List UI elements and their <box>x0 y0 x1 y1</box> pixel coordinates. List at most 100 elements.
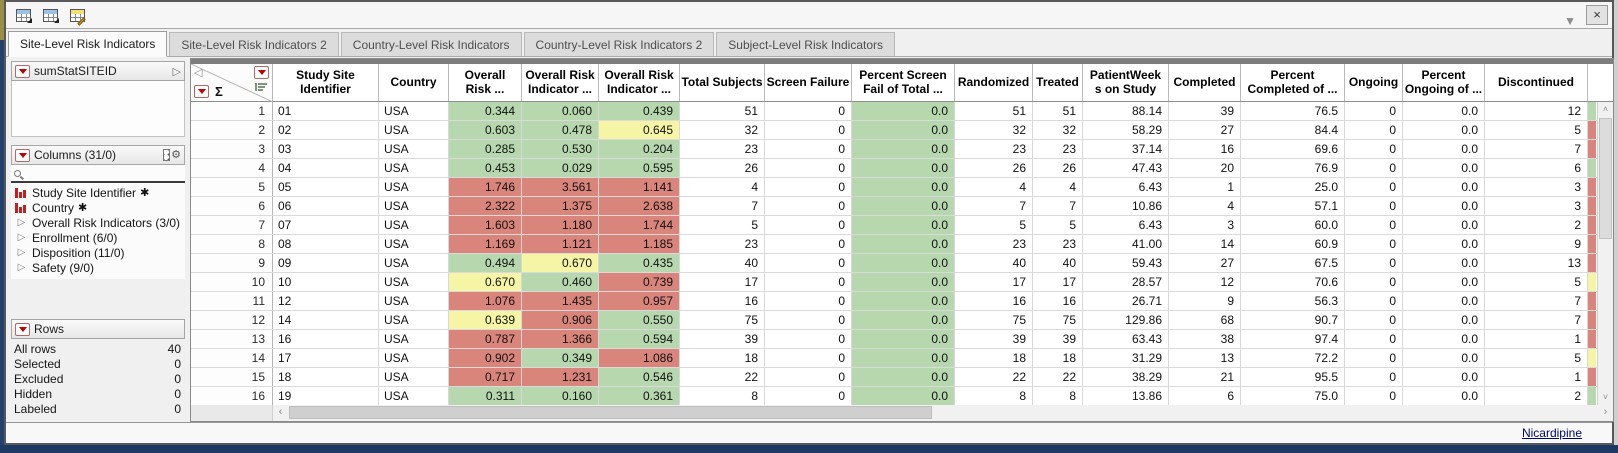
cell-treated[interactable]: 18 <box>1033 349 1083 367</box>
cell-percent-screen-fail[interactable]: 0.0 <box>852 292 955 310</box>
cell-screen-failure[interactable]: 0 <box>765 330 852 348</box>
column-header-country[interactable]: Country <box>379 64 449 101</box>
cell-discontinued[interactable]: 5 <box>1485 349 1588 367</box>
column-list-item[interactable]: ▷ Enrollment (6/0) <box>13 230 185 245</box>
horizontal-scroll-thumb[interactable] <box>289 406 933 419</box>
cell-country[interactable]: USA <box>379 349 449 367</box>
cell-completed[interactable]: 38 <box>1169 330 1241 348</box>
red-triangle-menu-icon[interactable] <box>15 322 30 336</box>
cell-percent-ongoing[interactable]: 0.0 <box>1403 368 1485 386</box>
cell-completed[interactable]: 3 <box>1169 216 1241 234</box>
row-number[interactable]: 5 <box>191 178 273 196</box>
cell-randomized[interactable]: 4 <box>955 178 1033 196</box>
cell-screen-failure[interactable]: 0 <box>765 178 852 196</box>
cell-country[interactable]: USA <box>379 102 449 120</box>
column-header-overall-risk-indicator-2[interactable]: Overall Risk Indicator ... <box>599 64 680 101</box>
cell-overall-risk-indicator-1[interactable]: 1.180 <box>522 216 599 234</box>
cell-completed[interactable]: 4 <box>1169 197 1241 215</box>
cell-randomized[interactable]: 17 <box>955 273 1033 291</box>
cell-study-site-identifier[interactable]: 14 <box>273 311 379 329</box>
scroll-down-icon[interactable]: ˅ <box>1602 392 1609 402</box>
cell-treated[interactable]: 5 <box>1033 216 1083 234</box>
cell-percent-screen-fail[interactable]: 0.0 <box>852 349 955 367</box>
cell-completed[interactable]: 6 <box>1169 387 1241 405</box>
cell-screen-failure[interactable]: 0 <box>765 235 852 253</box>
cell-overall-risk-indicator-1[interactable]: 1.121 <box>522 235 599 253</box>
cell-completed[interactable]: 39 <box>1169 102 1241 120</box>
cell-percent-ongoing[interactable]: 0.0 <box>1403 140 1485 158</box>
cell-screen-failure[interactable]: 0 <box>765 273 852 291</box>
cell-randomized[interactable]: 18 <box>955 349 1033 367</box>
red-triangle-menu-icon[interactable] <box>194 85 209 98</box>
cell-screen-failure[interactable]: 0 <box>765 197 852 215</box>
tab-subject-level-risk-indicators[interactable]: Subject-Level Risk Indicators <box>716 32 895 56</box>
cell-total-subjects[interactable]: 5 <box>680 216 765 234</box>
red-triangle-menu-icon[interactable] <box>254 66 269 79</box>
cell-overall-risk-indicator-1[interactable]: 0.349 <box>522 349 599 367</box>
cell-patientweeks-on-study[interactable]: 38.29 <box>1083 368 1169 386</box>
cell-overall-risk-indicator-2[interactable]: 1.744 <box>599 216 680 234</box>
cell-country[interactable]: USA <box>379 121 449 139</box>
cell-study-site-identifier[interactable]: 01 <box>273 102 379 120</box>
column-header-discontinued[interactable]: Discontinued <box>1485 64 1588 101</box>
cell-patientweeks-on-study[interactable]: 6.43 <box>1083 178 1169 196</box>
cell-percent-screen-fail[interactable]: 0.0 <box>852 387 955 405</box>
cell-percent-completed[interactable]: 25.0 <box>1241 178 1345 196</box>
cell-percent-ongoing[interactable]: 0.0 <box>1403 178 1485 196</box>
cell-percent-completed[interactable]: 95.5 <box>1241 368 1345 386</box>
cell-percent-screen-fail[interactable]: 0.0 <box>852 254 955 272</box>
cell-treated[interactable]: 22 <box>1033 368 1083 386</box>
cell-percent-screen-fail[interactable]: 0.0 <box>852 140 955 158</box>
cell-patientweeks-on-study[interactable]: 37.14 <box>1083 140 1169 158</box>
row-number[interactable]: 4 <box>191 159 273 177</box>
column-filter-settings-icon[interactable]: ⚙ <box>163 149 181 161</box>
cell-total-subjects[interactable]: 17 <box>680 273 765 291</box>
cell-total-subjects[interactable]: 18 <box>680 349 765 367</box>
cell-percent-screen-fail[interactable]: 0.0 <box>852 311 955 329</box>
cell-randomized[interactable]: 23 <box>955 235 1033 253</box>
columns-search-row[interactable] <box>11 165 185 183</box>
cell-overall-risk-indicator-2[interactable]: 0.739 <box>599 273 680 291</box>
column-header-screen-failure[interactable]: Screen Failure <box>765 64 852 101</box>
cell-completed[interactable]: 12 <box>1169 273 1241 291</box>
scroll-right-icon[interactable]: › <box>1603 406 1608 418</box>
cell-screen-failure[interactable]: 0 <box>765 254 852 272</box>
cell-overall-risk-indicator-1[interactable]: 1.366 <box>522 330 599 348</box>
cell-screen-failure[interactable]: 0 <box>765 349 852 367</box>
cell-total-subjects[interactable]: 8 <box>680 387 765 405</box>
cell-randomized[interactable]: 7 <box>955 197 1033 215</box>
cell-patientweeks-on-study[interactable]: 88.14 <box>1083 102 1169 120</box>
vertical-scroll-thumb[interactable] <box>1599 118 1612 240</box>
cell-patientweeks-on-study[interactable]: 59.43 <box>1083 254 1169 272</box>
cell-discontinued[interactable]: 6 <box>1485 159 1588 177</box>
cell-overall-risk-indicator-2[interactable]: 0.957 <box>599 292 680 310</box>
cell-treated[interactable]: 26 <box>1033 159 1083 177</box>
cell-total-subjects[interactable]: 39 <box>680 330 765 348</box>
cell-ongoing[interactable]: 0 <box>1345 311 1403 329</box>
row-number[interactable]: 7 <box>191 216 273 234</box>
group-disclosure-icon[interactable]: ▷ <box>17 247 26 258</box>
cell-study-site-identifier[interactable]: 16 <box>273 330 379 348</box>
cell-overall-risk[interactable]: 0.494 <box>449 254 522 272</box>
cell-screen-failure[interactable]: 0 <box>765 368 852 386</box>
cell-patientweeks-on-study[interactable]: 28.57 <box>1083 273 1169 291</box>
tab-list-dropdown-icon[interactable]: ▼ <box>1564 14 1576 28</box>
cell-overall-risk-indicator-2[interactable]: 0.361 <box>599 387 680 405</box>
cell-country[interactable]: USA <box>379 273 449 291</box>
cell-country[interactable]: USA <box>379 178 449 196</box>
vertical-scrollbar[interactable]: ˄ ˅ <box>1597 102 1613 405</box>
row-number[interactable]: 11 <box>191 292 273 310</box>
cell-completed[interactable]: 27 <box>1169 121 1241 139</box>
column-header-overall-risk[interactable]: Overall Risk ... <box>449 64 522 101</box>
cell-country[interactable]: USA <box>379 235 449 253</box>
cell-percent-completed[interactable]: 75.0 <box>1241 387 1345 405</box>
hscroll-track[interactable]: ‹ › <box>273 405 1613 421</box>
row-number[interactable]: 12 <box>191 311 273 329</box>
cell-total-subjects[interactable]: 16 <box>680 292 765 310</box>
column-header-completed[interactable]: Completed <box>1169 64 1241 101</box>
cell-discontinued[interactable]: 13 <box>1485 254 1588 272</box>
collapse-left-icon[interactable]: ◁ <box>194 67 203 79</box>
cell-randomized[interactable]: 22 <box>955 368 1033 386</box>
cell-ongoing[interactable]: 0 <box>1345 254 1403 272</box>
cell-total-subjects[interactable]: 23 <box>680 235 765 253</box>
